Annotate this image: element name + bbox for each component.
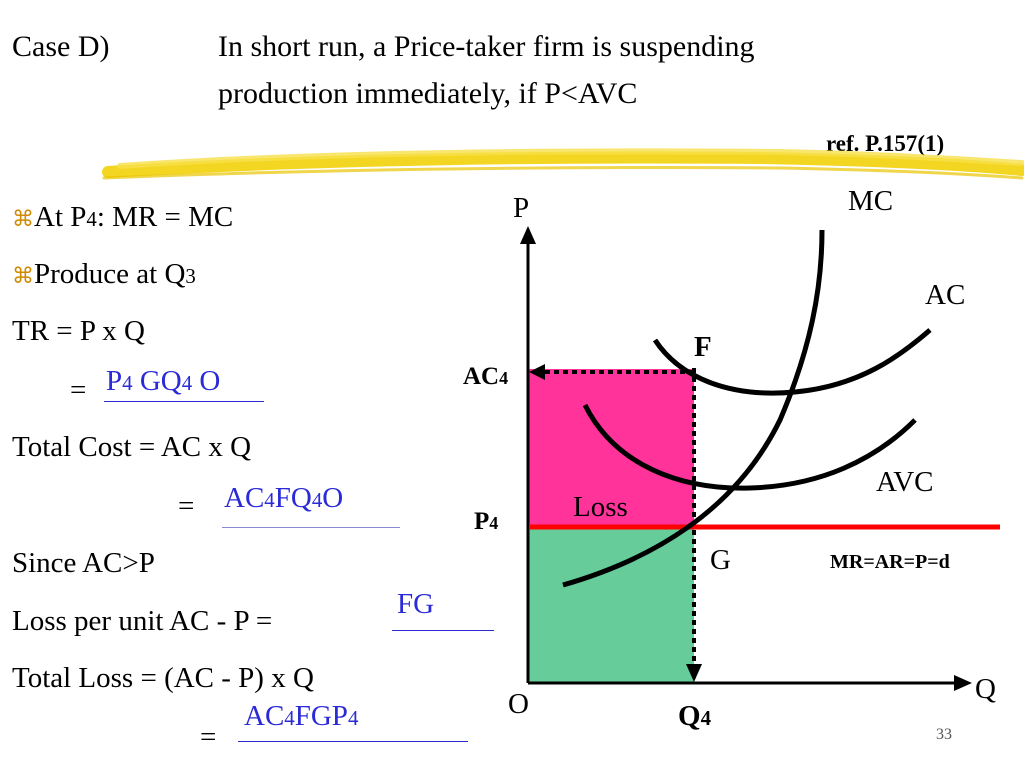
loss-per-unit: Loss per unit AC - P =	[12, 605, 273, 637]
avc-label: AVC	[876, 466, 934, 498]
since-statement: Since AC>P	[12, 547, 155, 579]
loss-per-unit-answer: FG	[397, 588, 435, 620]
loss-label: Loss	[573, 491, 628, 523]
bullet-at-p4: ⌘At P4: MR = MC	[12, 201, 234, 233]
tc-equals: =	[178, 490, 195, 522]
tl-answer-underline	[238, 741, 468, 742]
bullet-produce: ⌘Produce at Q3	[12, 258, 196, 290]
tr-equals: =	[70, 374, 87, 406]
loss-area	[529, 369, 694, 527]
loss-per-unit-underline	[392, 630, 494, 631]
y-axis-label: P	[513, 192, 530, 224]
tc-answer: AC4FQ4O	[224, 482, 344, 514]
x-axis-arrow-icon	[954, 675, 972, 691]
ac-label: AC	[925, 279, 966, 311]
tc-answer-underline	[222, 527, 400, 528]
title-line-2: production immediately, if P<AVC	[218, 77, 638, 110]
page-number: 33	[936, 726, 952, 743]
q4-label: Q4	[678, 700, 711, 732]
ac4-arrow-icon	[529, 364, 545, 380]
total-loss-formula: Total Loss = (AC - P) x Q	[12, 662, 314, 694]
tc-formula: Total Cost = AC x Q	[12, 431, 252, 463]
revenue-area	[529, 527, 694, 682]
case-label: Case D)	[12, 30, 110, 63]
avc-curve	[582, 403, 917, 491]
command-bullet-icon: ⌘	[12, 207, 34, 232]
q4-arrow-icon	[686, 664, 702, 682]
origin-label: O	[508, 688, 529, 720]
tr-answer: P4 GQ4 O	[106, 365, 221, 397]
demand-line-label: MR=AR=P=d	[830, 551, 950, 573]
point-g-label: G	[710, 544, 731, 576]
mc-curve	[562, 229, 825, 588]
highlight-stroke	[102, 148, 1024, 180]
mc-label: MC	[848, 185, 894, 217]
ac4-label: AC4	[463, 363, 509, 390]
tr-answer-underline	[104, 401, 264, 402]
title-line-1: In short run, a Price-taker firm is susp…	[218, 30, 755, 63]
p4-label: P4	[474, 508, 499, 535]
x-axis-label: Q	[975, 673, 996, 705]
ac-curve	[652, 328, 932, 396]
point-f-label: F	[694, 331, 712, 363]
tl-answer: AC4FGP4	[244, 700, 359, 732]
command-bullet-icon: ⌘	[12, 264, 34, 289]
tl-equals: =	[200, 721, 217, 753]
tr-formula: TR = P x Q	[12, 315, 145, 347]
y-axis-arrow-icon	[520, 226, 536, 244]
